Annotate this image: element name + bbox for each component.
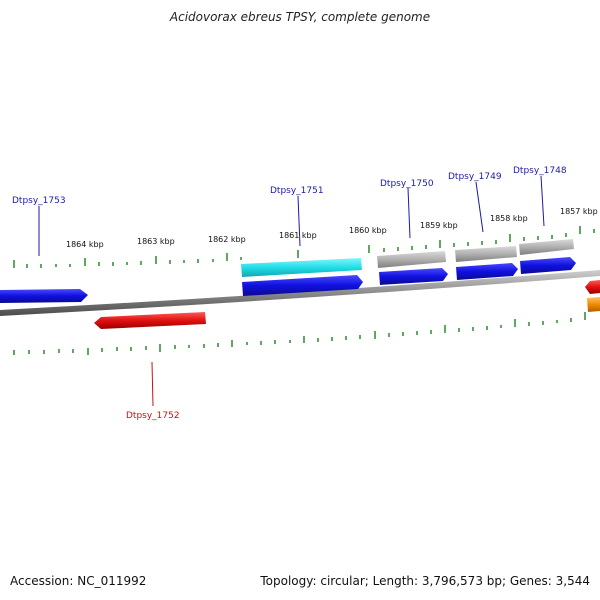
gene-label-dtpsy-1750[interactable]: Dtpsy_1750 xyxy=(380,179,434,189)
gene-label-dtpsy-1751[interactable]: Dtpsy_1751 xyxy=(270,186,324,196)
gray-feature-1 xyxy=(377,251,446,268)
tick-label-1863: 1863 kbp xyxy=(137,237,175,246)
map-title: Acidovorax ebreus TPSY, complete genome xyxy=(169,10,431,24)
plus-leader-lines xyxy=(38,175,545,256)
tick-label-1857: 1857 kbp xyxy=(560,207,598,216)
tick-label-1861: 1861 kbp xyxy=(279,231,317,240)
plus-cds-arrows[interactable] xyxy=(0,257,576,303)
gene-label-dtpsy-1748[interactable]: Dtpsy_1748 xyxy=(513,166,567,176)
kbp-tick-labels: 1864 kbp 1863 kbp 1862 kbp 1861 kbp 1860… xyxy=(66,207,598,249)
gray-features xyxy=(377,239,574,268)
tick-label-1859: 1859 kbp xyxy=(420,221,458,230)
genome-backbone xyxy=(0,270,600,316)
gene-label-dtpsy-1752[interactable]: Dtpsy_1752 xyxy=(126,411,180,421)
minus-leader-line xyxy=(151,361,154,407)
gene-label-dtpsy-1753[interactable]: Dtpsy_1753 xyxy=(12,196,66,206)
gray-feature-2 xyxy=(455,246,517,262)
tick-label-1858: 1858 kbp xyxy=(490,214,528,223)
tick-label-1864: 1864 kbp xyxy=(66,240,104,249)
cds-arrow-1752[interactable] xyxy=(94,312,206,329)
minus-red-feature-right[interactable] xyxy=(585,280,600,294)
genome-stats-text: Topology: circular; Length: 3,796,573 bp… xyxy=(260,574,590,588)
cds-arrow-1748 xyxy=(520,257,576,274)
cds-arrow-1751 xyxy=(242,275,363,296)
cds-arrow-1750 xyxy=(379,268,448,285)
rna-feature-cyan[interactable] xyxy=(241,258,362,277)
tick-label-1860: 1860 kbp xyxy=(349,226,387,235)
inner-tick-row xyxy=(13,312,586,355)
cds-arrow-1749 xyxy=(456,263,518,280)
outer-tick-row xyxy=(13,226,595,268)
gray-feature-3 xyxy=(519,239,574,255)
accession-text: Accession: NC_011992 xyxy=(10,574,147,588)
tick-label-1862: 1862 kbp xyxy=(208,235,246,244)
gene-label-dtpsy-1749[interactable]: Dtpsy_1749 xyxy=(448,172,502,182)
minus-orange-feature-right[interactable] xyxy=(587,297,600,312)
cds-arrow-1753 xyxy=(0,289,88,303)
